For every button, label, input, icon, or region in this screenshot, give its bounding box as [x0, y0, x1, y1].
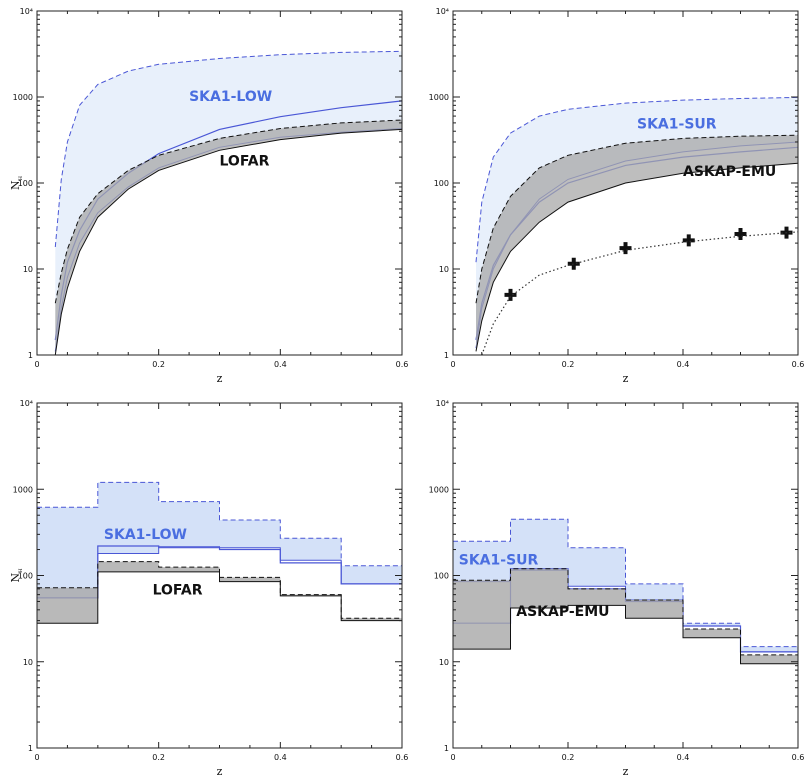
y-tick-label: 1	[28, 744, 33, 753]
band-fill	[55, 120, 402, 355]
y-axis-title-main: N	[9, 180, 22, 190]
y-tick-label: 10	[439, 265, 449, 274]
y-tick-label: 100	[434, 179, 449, 188]
x-axis-title: z	[217, 372, 223, 385]
series-label-annotation: ASKAP-EMU	[683, 164, 776, 180]
step-band-fill	[453, 519, 798, 652]
series-label-annotation: SKA1-LOW	[189, 89, 272, 105]
y-tick-label: 10	[23, 265, 33, 274]
band-upper-dashed-line	[475, 134, 798, 304]
y-tick-label: 1	[28, 351, 33, 360]
x-tick-label: 0	[450, 360, 455, 369]
step-upper-dashed-line	[37, 481, 402, 567]
data-point-plus-marker	[682, 234, 695, 247]
x-tick-label: 0.4	[677, 753, 690, 762]
y-tick-label: 10⁴	[436, 7, 449, 16]
x-tick-label: 0	[34, 753, 39, 762]
y-tick-label: 100	[434, 572, 449, 581]
step-lower-line	[453, 604, 798, 665]
x-tick-label: 0.2	[152, 753, 165, 762]
chart-panel-bottom-left: 0 0.2 0.4 0.6 1 10 100 1000 10⁴ z NH SKA1-LOW LOFAR	[9, 399, 408, 776]
data-point-plus-marker	[734, 228, 747, 241]
x-tick-label: 0.4	[677, 360, 690, 369]
chart-panel-bottom-right: 0 0.2 0.4 0.6 1 10 100 1000 10⁴ z SKA1-SUR ASKAP-EM…	[429, 399, 804, 776]
chart-panel-top-right: 0 0.2 0.4 0.6 1 10 100 1000 10⁴ z SKA1-SUR ASKAP-EM…	[429, 7, 804, 385]
x-tick-label: 0.6	[396, 753, 409, 762]
x-tick-label: 0.2	[562, 360, 575, 369]
band-upper-dashed-line	[54, 50, 402, 248]
y-axis-title: NH	[9, 175, 24, 190]
step-lower-line	[37, 571, 402, 624]
y-tick-label: 100	[18, 572, 33, 581]
y-tick-label: 1000	[13, 93, 33, 102]
y-tick-label: 1	[444, 351, 449, 360]
series-askap-emu	[475, 134, 798, 352]
y-tick-label: 100	[18, 179, 33, 188]
y-tick-label: 1000	[429, 93, 449, 102]
y-axis-title-subscript: H	[18, 568, 24, 573]
y-tick-label: 10	[439, 658, 449, 667]
y-tick-label: 1	[444, 744, 449, 753]
y-tick-label: 10⁴	[20, 7, 33, 16]
series-askap-emu	[453, 568, 798, 665]
series-label-annotation: SKA1-LOW	[104, 527, 187, 543]
y-axis-title-subscript: H	[18, 175, 24, 180]
series-label-annotation: ASKAP-EMU	[516, 604, 609, 620]
plot-area	[453, 518, 798, 665]
series-label-annotation: SKA1-SUR	[459, 552, 539, 568]
data-point-plus-marker	[504, 288, 517, 301]
series-label-annotation: LOFAR	[220, 153, 270, 169]
y-tick-label: 10⁴	[20, 399, 33, 408]
series-lofar	[37, 561, 402, 624]
y-axis-title: NH	[9, 568, 24, 583]
y-tick-label: 1000	[429, 485, 449, 494]
step-upper-dashed-line	[453, 568, 798, 656]
band-lower-line	[54, 128, 402, 355]
series-ska1-low	[37, 481, 402, 599]
series-points-2	[504, 226, 793, 301]
y-axis-title-main: N	[9, 573, 22, 583]
y-tick-label: 10⁴	[436, 399, 449, 408]
step-band-fill	[37, 561, 402, 624]
x-tick-label: 0.2	[562, 753, 575, 762]
data-point-plus-marker	[567, 257, 580, 270]
x-tick-label: 0.2	[152, 360, 165, 369]
y-tick-label: 10	[23, 658, 33, 667]
dotted-fit-line	[481, 231, 798, 355]
plot-area	[54, 50, 402, 355]
x-tick-label: 0.6	[792, 753, 804, 762]
band-upper-dashed-line	[475, 96, 798, 263]
band-lower-line	[475, 162, 798, 352]
y-tick-label: 1000	[13, 485, 33, 494]
x-tick-label: 0	[450, 753, 455, 762]
series-points-3	[481, 231, 798, 355]
chart-panel-top-left: 0 0.2 0.4 0.6 1 10 100 1000 10⁴ z NH SKA1-LOW LOFAR	[9, 7, 408, 385]
plot-area	[37, 481, 402, 624]
x-tick-label: 0.4	[274, 360, 287, 369]
x-tick-label: 0.6	[792, 360, 804, 369]
data-point-plus-marker	[619, 242, 632, 255]
step-band-fill	[37, 482, 402, 598]
band-upper-dashed-line	[54, 119, 402, 304]
series-label-annotation: LOFAR	[153, 583, 203, 599]
x-tick-label: 0	[34, 360, 39, 369]
x-tick-label: 0.6	[396, 360, 409, 369]
x-axis-title: z	[217, 765, 223, 776]
x-axis-title: z	[623, 765, 629, 776]
series-lofar	[54, 119, 402, 355]
step-central-line	[37, 545, 402, 599]
plot-area	[475, 96, 798, 355]
x-tick-label: 0.4	[274, 753, 287, 762]
x-axis-title: z	[623, 372, 629, 385]
band-fill	[476, 135, 798, 352]
series-label-annotation: SKA1-SUR	[637, 117, 717, 133]
